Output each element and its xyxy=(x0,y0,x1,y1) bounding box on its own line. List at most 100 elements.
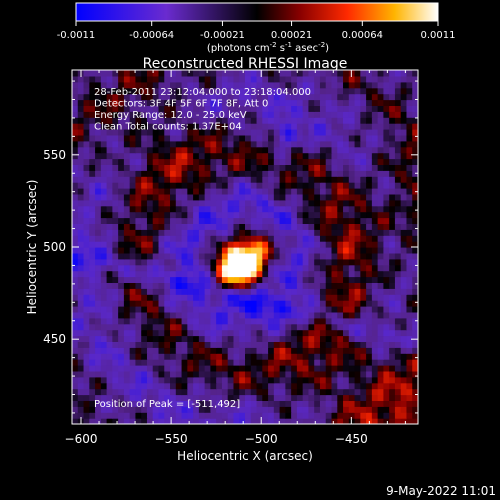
heatmap-cell xyxy=(216,276,223,283)
heatmap-cell xyxy=(170,129,177,136)
heatmap-cell xyxy=(158,99,165,106)
heatmap-cell xyxy=(319,70,327,77)
heatmap-cell xyxy=(273,282,281,289)
heatmap-cell xyxy=(239,300,246,307)
heatmap-cell xyxy=(366,282,373,289)
heatmap-cell xyxy=(308,170,315,177)
heatmap-cell xyxy=(227,217,235,224)
heatmap-cell xyxy=(377,329,384,337)
heatmap-cell xyxy=(394,252,402,260)
heatmap-cell xyxy=(193,117,200,124)
heatmap-cell xyxy=(319,152,327,160)
heatmap-cell xyxy=(262,111,269,118)
heatmap-cell xyxy=(348,229,356,236)
heatmap-cell xyxy=(314,247,321,254)
heatmap-cell xyxy=(394,300,402,307)
heatmap-cell xyxy=(406,117,413,124)
heatmap-cell xyxy=(319,335,327,342)
heatmap-cell xyxy=(366,211,373,219)
heatmap-cell xyxy=(337,182,344,189)
heatmap-cell xyxy=(262,270,269,278)
heatmap-cell xyxy=(77,376,85,384)
heatmap-cell xyxy=(354,329,361,337)
heatmap-cell xyxy=(175,176,183,183)
heatmap-cell xyxy=(193,388,200,396)
heatmap-cell xyxy=(325,129,333,136)
heatmap-cell xyxy=(256,205,263,213)
heatmap-cell xyxy=(239,341,246,348)
heatmap-cell xyxy=(181,170,188,177)
heatmap-cell xyxy=(325,188,333,195)
heatmap-cell xyxy=(291,418,298,424)
heatmap-cell xyxy=(354,235,361,242)
heatmap-cell xyxy=(227,117,235,124)
heatmap-cell xyxy=(279,323,286,331)
heatmap-cell xyxy=(77,300,85,307)
heatmap-cell xyxy=(89,370,96,378)
heatmap-cell xyxy=(279,388,286,396)
heatmap-cell xyxy=(164,365,171,372)
heatmap-cell xyxy=(181,211,188,219)
heatmap-cell xyxy=(319,134,327,142)
heatmap-cell xyxy=(319,400,327,407)
heatmap-cell xyxy=(146,223,154,230)
heatmap-cell xyxy=(400,70,408,77)
heatmap-cell xyxy=(198,382,206,390)
heatmap-cell xyxy=(360,258,367,266)
heatmap-cell xyxy=(95,341,102,348)
heatmap-cell xyxy=(106,140,113,148)
heatmap-cell xyxy=(337,176,344,183)
heatmap-cell xyxy=(348,294,356,301)
heatmap-cell xyxy=(296,129,304,136)
heatmap-cell xyxy=(268,158,275,165)
heatmap-cell xyxy=(89,182,96,189)
heatmap-cell xyxy=(187,170,194,177)
heatmap-cell xyxy=(112,182,119,189)
heatmap-cell xyxy=(245,406,252,413)
heatmap-cell xyxy=(412,270,418,278)
heatmap-cell xyxy=(204,317,211,325)
heatmap-cell xyxy=(400,75,408,83)
heatmap-cell xyxy=(383,258,390,266)
heatmap-cell xyxy=(181,199,188,207)
heatmap-cell xyxy=(72,182,79,189)
heatmap-cell xyxy=(406,270,413,278)
heatmap-cell xyxy=(314,193,321,201)
heatmap-cell xyxy=(216,164,223,171)
heatmap-cell xyxy=(152,235,160,242)
heatmap-cell xyxy=(406,400,413,407)
heatmap-cell xyxy=(389,223,396,230)
heatmap-cell xyxy=(233,117,240,124)
heatmap-cell xyxy=(389,241,396,248)
heatmap-cell xyxy=(129,394,137,401)
heatmap-cell xyxy=(77,388,85,396)
heatmap-cell xyxy=(72,176,79,183)
heatmap-cell xyxy=(325,247,333,254)
heatmap-cell xyxy=(268,188,275,195)
heatmap-cell xyxy=(371,323,379,331)
heatmap-cell xyxy=(135,193,142,201)
heatmap-cell xyxy=(135,376,142,384)
heatmap-cell xyxy=(366,329,373,337)
heatmap-cell xyxy=(112,152,119,160)
heatmap-cell xyxy=(146,382,154,390)
heatmap-cell xyxy=(89,400,96,407)
heatmap-cell xyxy=(95,211,102,219)
heatmap-cell xyxy=(72,347,79,354)
heatmap-cell xyxy=(285,193,292,201)
heatmap-cell xyxy=(296,158,304,165)
heatmap-cell xyxy=(256,247,263,254)
heatmap-cell xyxy=(331,388,338,396)
heatmap-cell xyxy=(146,134,154,142)
heatmap-cell xyxy=(285,347,292,354)
heatmap-cell xyxy=(129,70,137,77)
heatmap-cell xyxy=(308,270,315,278)
annotation-line: 28-Feb-2011 23:12:04.000 to 23:18:04.000 xyxy=(94,87,311,98)
heatmap-cell xyxy=(256,370,263,378)
heatmap-cell xyxy=(383,193,390,201)
heatmap-cell xyxy=(239,111,246,118)
heatmap-cell xyxy=(383,317,390,325)
heatmap-cell xyxy=(83,335,90,342)
heatmap-cell xyxy=(371,412,379,419)
heatmap-cell xyxy=(256,288,263,295)
